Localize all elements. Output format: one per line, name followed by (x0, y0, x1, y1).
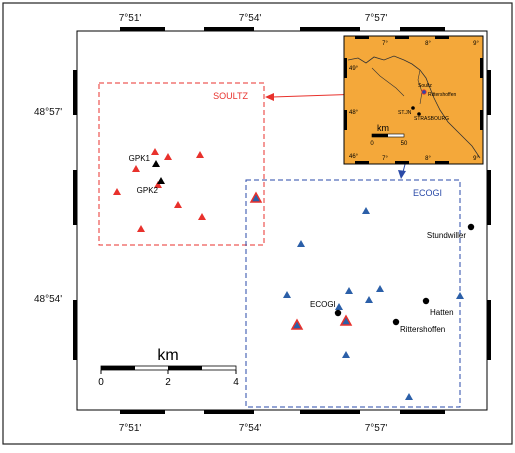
red-station-triangle (196, 151, 204, 158)
top-tick-label: 7°57' (365, 13, 388, 24)
town-dot-icon (467, 223, 475, 231)
scale-bar-title: km (157, 347, 178, 364)
inset-lon-tick: 8° (425, 41, 431, 47)
town-label: Hatten (430, 308, 454, 317)
inset-lon-tick: 7° (382, 41, 388, 47)
shared-station-triangle (290, 318, 304, 330)
river-line (371, 67, 405, 97)
inset-lon-tick: 7° (382, 156, 388, 162)
inset-background (343, 35, 484, 165)
blue-station-triangle (365, 296, 373, 303)
blue-station-triangle (456, 292, 464, 299)
left-tick-label: 48°54' (34, 294, 62, 305)
red-station-triangle (198, 213, 206, 220)
blue-station-triangle (376, 285, 384, 292)
inset-scale-tick: 50 (401, 141, 408, 147)
inset-lon-tick: 9° (473, 41, 479, 47)
arrowhead-icon (265, 93, 274, 101)
shared-station-triangle (339, 314, 353, 326)
red-station-triangle (154, 181, 162, 188)
soultz-stations (113, 148, 206, 232)
inset-lon-tick: 8° (425, 156, 431, 162)
ecogi-region-label: ECOGI (413, 188, 442, 198)
inset-place-label: STRASBOURG (414, 116, 449, 122)
red-station-triangle (174, 201, 182, 208)
town-label: Stundwiller (427, 231, 466, 240)
gpk1-label: GPK1 (129, 154, 151, 163)
gpk2-well-icon (157, 177, 165, 184)
river-line (417, 69, 423, 105)
blue-station-triangle (345, 287, 353, 294)
red-station-triangle (151, 148, 159, 155)
red-station-triangle (113, 188, 121, 195)
inset-lat-tick: 48° (349, 110, 359, 116)
blue-station-triangle (342, 351, 350, 358)
shared-station-triangle (249, 191, 263, 203)
town-dot-icon (392, 318, 400, 326)
inset-map: 7° 8° 9° 7° 8° 9° 49° 48° 46° Soultz Rit… (343, 35, 484, 165)
gpk1-well-icon (152, 160, 160, 167)
inset-place-label: ST.JN (398, 110, 412, 116)
red-station-triangle (164, 153, 172, 160)
left-tick-label: 48°57' (34, 107, 62, 118)
inset-place-label: Soultz (418, 83, 432, 89)
blue-station-triangle (335, 303, 343, 310)
scale-tick-label: 0 (98, 377, 104, 388)
ecogi-well-icon (334, 309, 342, 317)
blue-station-triangle (283, 291, 291, 298)
soultz-region-label: SOULTZ (213, 91, 248, 101)
gpk2-label: GPK2 (137, 186, 159, 195)
study-area-marker-icon (421, 89, 427, 95)
town-dot-icon (422, 297, 430, 305)
top-tick-label: 7°51' (119, 13, 142, 24)
bottom-tick-label: 7°54' (239, 423, 262, 434)
town-label: Rittershoffen (400, 325, 445, 334)
blue-station-triangle (297, 240, 305, 247)
bottom-tick-label: 7°51' (119, 423, 142, 434)
blue-station-triangle (405, 393, 413, 400)
red-station-triangle (132, 165, 140, 172)
ecogi-well-label: ECOGI (310, 300, 336, 309)
ecogi-stations (283, 207, 464, 400)
inset-scale-title: km (377, 123, 389, 133)
city-dot-icon (411, 106, 415, 110)
top-tick-label: 7°54' (239, 13, 262, 24)
ecogi-region-box (245, 179, 461, 408)
blue-station-triangle (362, 207, 370, 214)
scale-bar: km 0 2 4 (98, 347, 239, 388)
inset-lat-tick: 46° (349, 154, 359, 160)
inset-lon-tick: 9° (473, 156, 479, 162)
inset-scale-tick: 0 (370, 141, 374, 147)
inset-lat-tick: 49° (349, 66, 359, 72)
arrowhead-icon (398, 170, 406, 179)
shared-stations (249, 191, 353, 330)
scale-tick-label: 2 (165, 377, 171, 388)
soultz-region-box (98, 82, 265, 246)
city-dot-icon (417, 112, 421, 116)
inset-place-label: Rittershoffen (428, 92, 456, 98)
scale-tick-label: 4 (233, 377, 239, 388)
bottom-tick-label: 7°57' (365, 423, 388, 434)
red-station-triangle (137, 225, 145, 232)
